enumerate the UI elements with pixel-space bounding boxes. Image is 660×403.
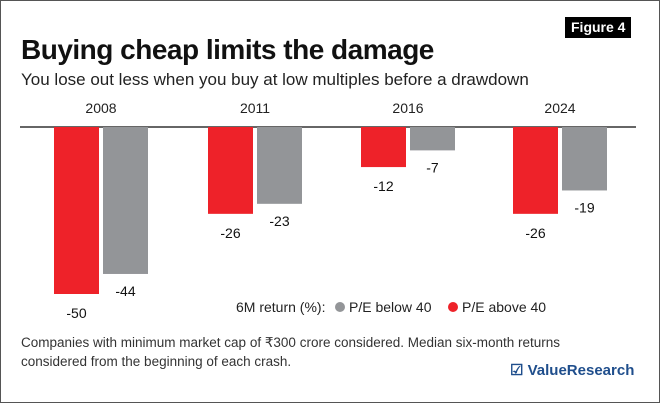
category-label: 2016 bbox=[392, 100, 423, 116]
legend-swatch-above bbox=[448, 302, 458, 312]
figure-badge: Figure 4 bbox=[565, 17, 632, 38]
data-label: -12 bbox=[373, 178, 393, 194]
bar-pe-below-40 bbox=[103, 127, 148, 274]
data-label: -26 bbox=[525, 225, 545, 241]
data-label: -44 bbox=[115, 283, 135, 299]
data-label: -7 bbox=[426, 159, 439, 175]
bar-pe-above-40 bbox=[361, 127, 406, 168]
value-research-logo: ☑ ValueResearch bbox=[510, 362, 635, 379]
bar-pe-below-40 bbox=[562, 127, 607, 191]
bar-pe-above-40 bbox=[208, 127, 253, 214]
chart-subtitle: You lose out less when you buy at low mu… bbox=[21, 70, 529, 89]
chart-title: Buying cheap limits the damage bbox=[21, 34, 434, 65]
category-label: 2011 bbox=[240, 100, 270, 116]
legend-label-below: P/E below 40 bbox=[349, 299, 432, 315]
legend-swatch-below bbox=[335, 302, 345, 312]
legend-title: 6M return (%): bbox=[236, 299, 325, 315]
bar-pe-below-40 bbox=[410, 127, 455, 151]
footnote: Companies with minimum market cap of ₹30… bbox=[21, 335, 561, 369]
legend-label-above: P/E above 40 bbox=[462, 299, 546, 315]
bar-pe-above-40 bbox=[54, 127, 99, 294]
bar-pe-above-40 bbox=[513, 127, 558, 214]
category-label: 2008 bbox=[85, 100, 116, 116]
category-label: 2024 bbox=[544, 100, 575, 116]
data-label: -50 bbox=[66, 305, 86, 321]
bar-pe-below-40 bbox=[257, 127, 302, 204]
data-label: -23 bbox=[269, 213, 289, 229]
data-label: -19 bbox=[574, 199, 594, 215]
data-label: -26 bbox=[220, 225, 240, 241]
